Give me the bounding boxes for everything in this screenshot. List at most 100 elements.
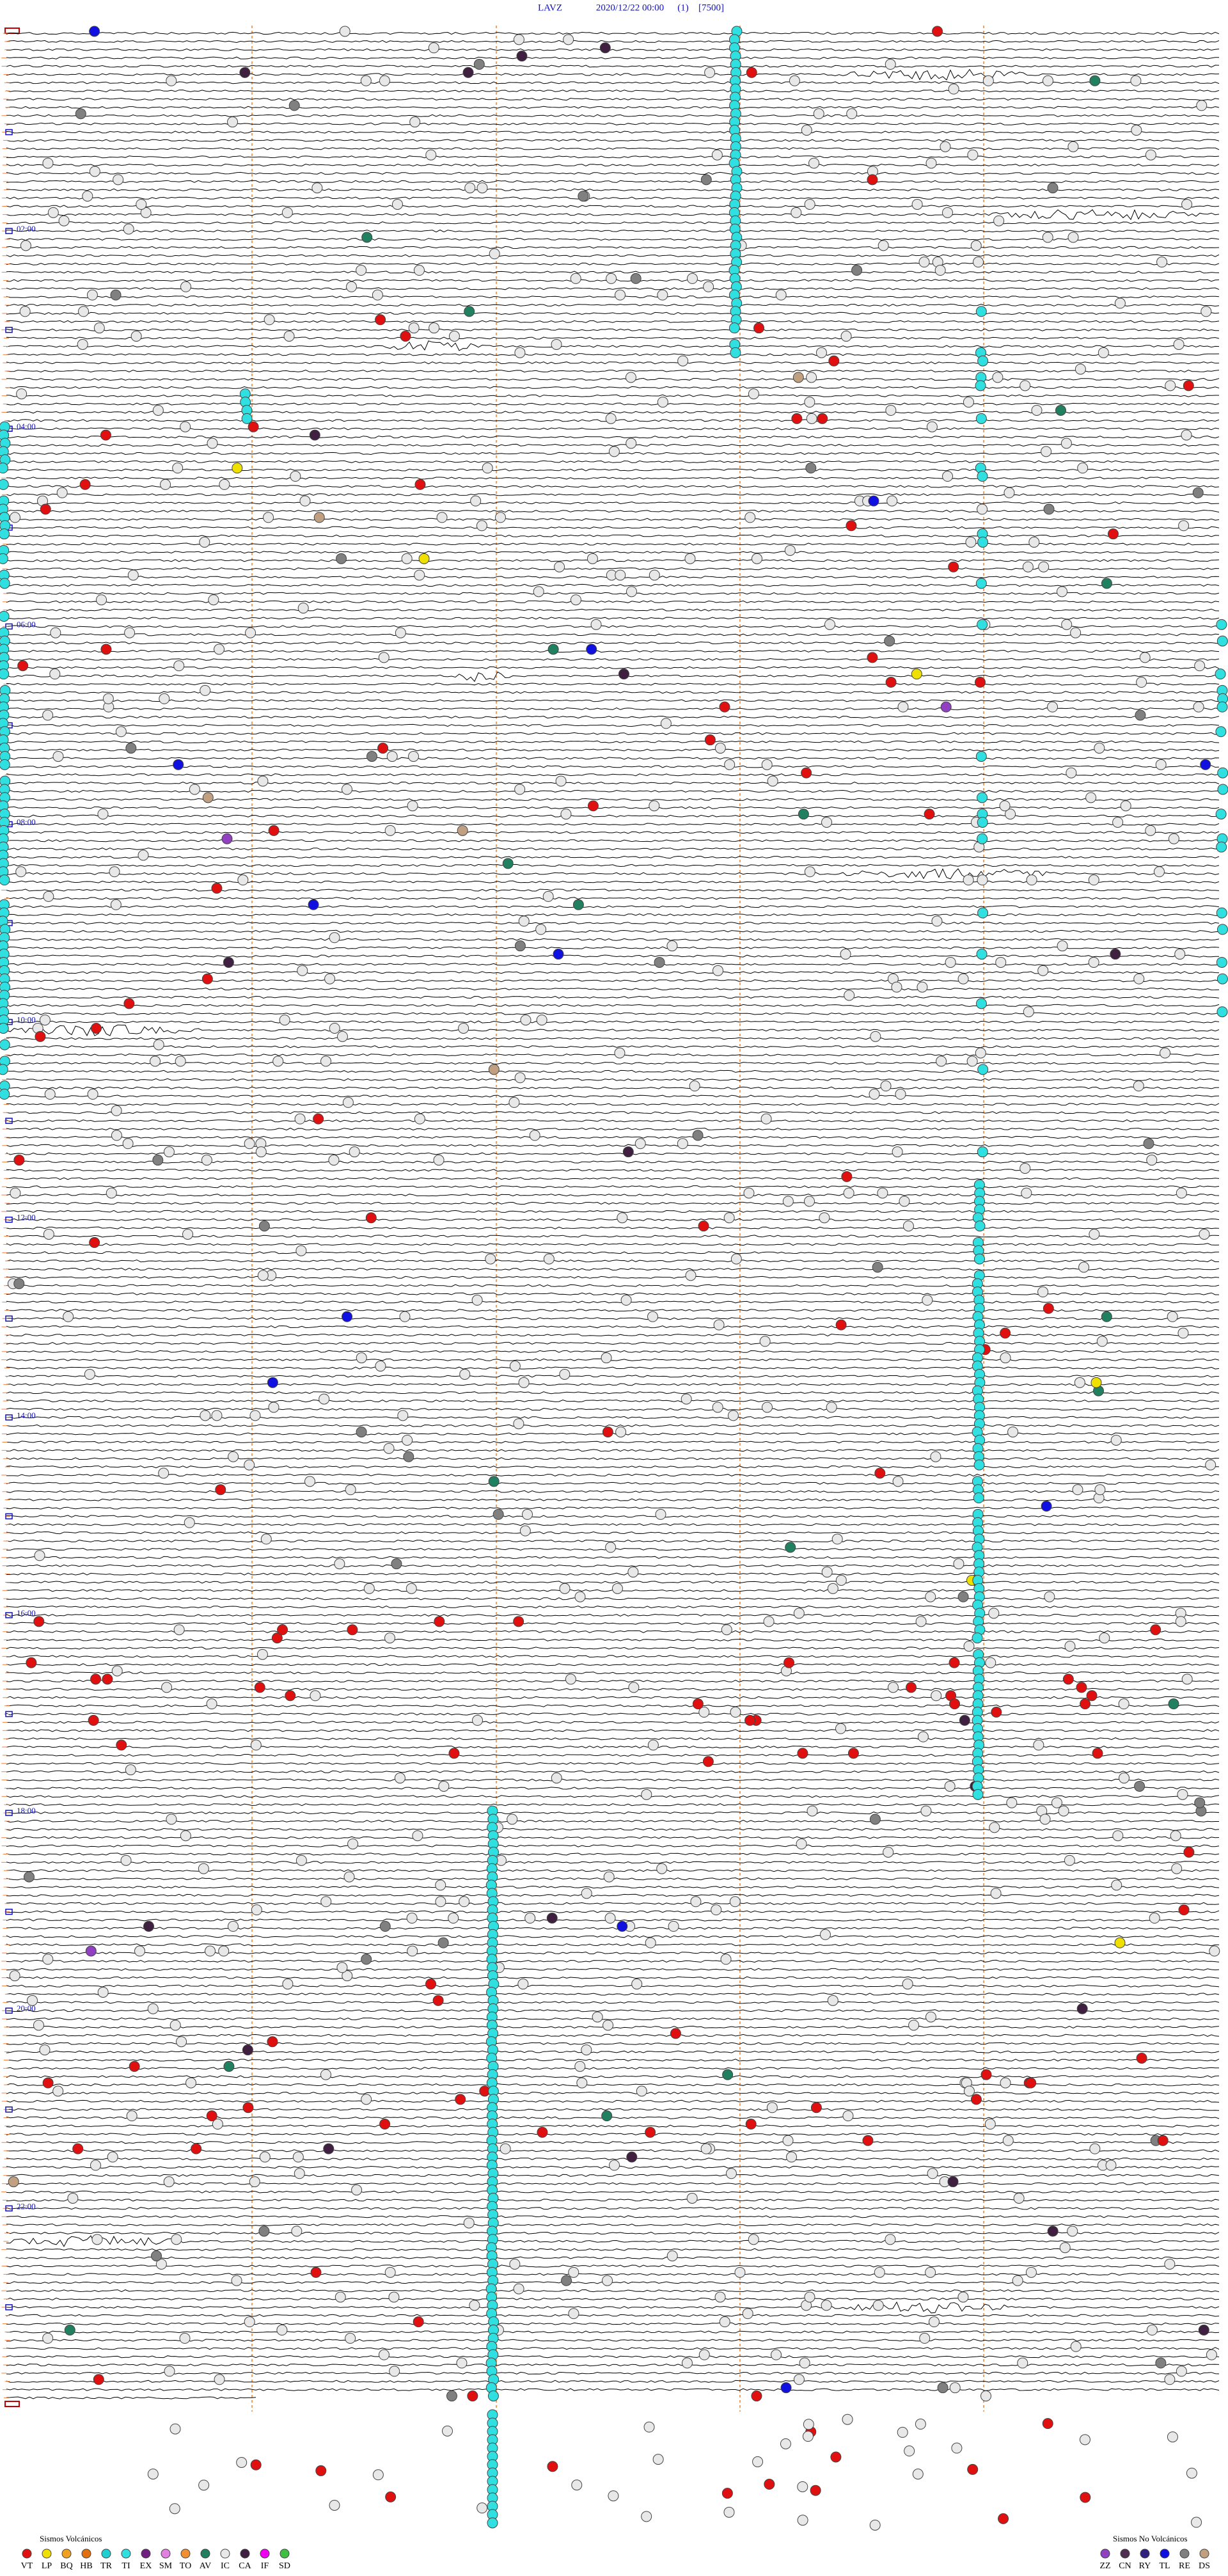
event-marker xyxy=(925,1591,936,1602)
event-marker xyxy=(1037,965,1049,976)
event-marker xyxy=(605,413,617,424)
event-marker xyxy=(805,462,817,474)
event-marker xyxy=(129,2060,140,2072)
event-marker xyxy=(378,2349,390,2360)
trace xyxy=(6,913,1220,917)
event-marker xyxy=(158,1467,169,1479)
trace xyxy=(6,1968,1220,1971)
event-marker xyxy=(1216,1006,1228,1018)
trace xyxy=(6,798,1220,801)
event-marker xyxy=(1004,487,1015,498)
event-marker xyxy=(115,726,127,738)
trace xyxy=(6,493,1220,496)
event-marker xyxy=(414,569,425,581)
event-marker xyxy=(470,495,482,507)
event-marker xyxy=(268,825,279,836)
event-marker xyxy=(173,1624,185,1636)
event-marker xyxy=(944,1780,956,1792)
event-marker xyxy=(797,2481,808,2492)
trace xyxy=(6,2388,1220,2391)
trace xyxy=(6,56,1220,59)
event-marker xyxy=(977,619,988,630)
trace xyxy=(6,209,1220,221)
event-marker xyxy=(922,1295,933,1306)
event-marker xyxy=(1164,2258,1176,2270)
event-marker xyxy=(685,1270,697,1281)
event-marker xyxy=(205,1945,216,1957)
trace xyxy=(6,855,1220,859)
event-marker xyxy=(742,2308,753,2319)
event-marker xyxy=(401,553,413,564)
event-marker xyxy=(920,1805,932,1817)
event-marker xyxy=(686,2192,698,2204)
event-marker xyxy=(1101,1311,1112,1322)
event-marker xyxy=(242,2102,254,2114)
event-marker xyxy=(603,1871,615,1883)
event-marker xyxy=(1155,2357,1167,2369)
trace xyxy=(6,468,1220,471)
trace xyxy=(6,1053,1220,1057)
event-marker xyxy=(884,635,895,647)
event-marker xyxy=(643,2421,655,2433)
trace xyxy=(6,287,1220,290)
event-marker xyxy=(363,1583,375,1594)
event-marker xyxy=(52,750,64,762)
event-marker xyxy=(1215,809,1227,820)
event-marker xyxy=(414,1113,425,1125)
event-marker xyxy=(295,1854,307,1866)
event-marker xyxy=(102,1673,113,1685)
trace xyxy=(6,600,1220,603)
event-marker xyxy=(959,1714,970,1726)
event-marker xyxy=(975,750,987,762)
trace xyxy=(6,995,1220,999)
event-marker xyxy=(405,1583,417,1594)
event-marker xyxy=(1150,1624,1161,1636)
hour-box xyxy=(5,1118,13,1124)
event-marker xyxy=(586,644,597,655)
trace xyxy=(6,773,1220,777)
event-marker xyxy=(885,59,896,70)
trace xyxy=(6,2248,1220,2251)
event-marker xyxy=(328,1155,340,1166)
trace xyxy=(6,1300,1220,1304)
event-marker xyxy=(656,1863,668,1874)
event-marker xyxy=(723,2506,735,2518)
trace xyxy=(6,938,1220,941)
event-marker xyxy=(372,289,383,301)
trace xyxy=(6,1729,1220,1732)
event-marker xyxy=(519,1525,531,1537)
hour-box xyxy=(5,1414,13,1421)
event-marker xyxy=(356,1352,367,1364)
event-marker xyxy=(276,2325,288,2336)
event-marker xyxy=(433,1155,445,1166)
event-marker xyxy=(1007,1426,1019,1438)
event-marker xyxy=(1061,619,1073,630)
event-marker xyxy=(414,478,426,490)
event-marker xyxy=(347,1624,358,1636)
event-marker xyxy=(568,2308,579,2319)
event-marker xyxy=(543,1253,555,1265)
trace xyxy=(6,781,1220,785)
event-marker xyxy=(1037,1286,1049,1298)
event-marker xyxy=(615,569,626,581)
trace xyxy=(6,1770,1220,1773)
event-marker xyxy=(136,198,147,210)
event-marker xyxy=(9,1970,20,1982)
trace xyxy=(6,477,1220,480)
event-marker xyxy=(147,2003,159,2014)
event-marker xyxy=(459,1368,471,1380)
event-marker xyxy=(666,2250,678,2262)
trace xyxy=(6,1787,1220,1790)
event-marker xyxy=(0,462,8,474)
legend-code: TL xyxy=(1159,2561,1170,2571)
event-marker xyxy=(975,1047,986,1059)
event-marker xyxy=(608,2490,619,2502)
trace xyxy=(6,1441,1220,1444)
trace xyxy=(6,312,1220,315)
trace xyxy=(6,2396,256,2399)
event-marker xyxy=(703,281,714,292)
event-marker xyxy=(1088,956,1099,968)
event-marker xyxy=(102,693,114,704)
event-marker xyxy=(796,1838,807,1850)
trace xyxy=(6,649,1220,653)
